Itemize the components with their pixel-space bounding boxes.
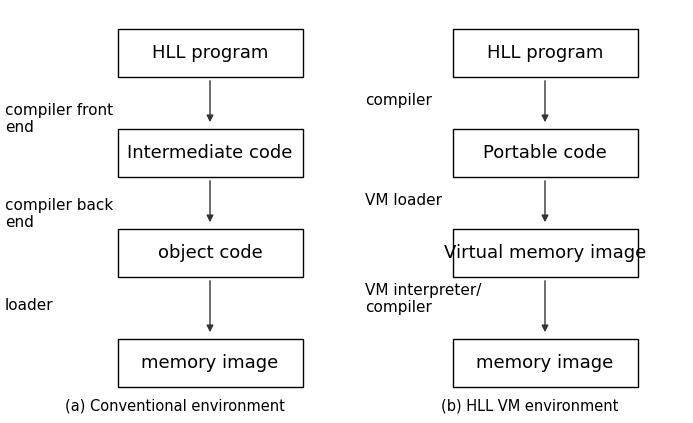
FancyBboxPatch shape — [118, 29, 303, 77]
Text: Virtual memory image: Virtual memory image — [444, 244, 646, 262]
FancyBboxPatch shape — [453, 229, 638, 277]
FancyBboxPatch shape — [453, 339, 638, 387]
Text: HLL program: HLL program — [486, 44, 603, 62]
Text: loader: loader — [5, 298, 53, 313]
FancyBboxPatch shape — [118, 129, 303, 177]
Text: memory image: memory image — [476, 354, 613, 372]
FancyBboxPatch shape — [453, 29, 638, 77]
Text: VM loader: VM loader — [365, 193, 442, 208]
Text: Intermediate code: Intermediate code — [128, 144, 292, 162]
FancyBboxPatch shape — [118, 339, 303, 387]
Text: (b) HLL VM environment: (b) HLL VM environment — [441, 398, 619, 413]
Text: (a) Conventional environment: (a) Conventional environment — [65, 398, 285, 413]
FancyBboxPatch shape — [453, 129, 638, 177]
Text: memory image: memory image — [141, 354, 279, 372]
Text: Portable code: Portable code — [483, 144, 607, 162]
Text: compiler back
end: compiler back end — [5, 198, 113, 231]
FancyBboxPatch shape — [118, 229, 303, 277]
Text: VM interpreter/
compiler: VM interpreter/ compiler — [365, 283, 482, 316]
Text: HLL program: HLL program — [152, 44, 268, 62]
Text: compiler: compiler — [365, 93, 432, 108]
Text: object code: object code — [157, 244, 263, 262]
Text: compiler front
end: compiler front end — [5, 103, 113, 135]
